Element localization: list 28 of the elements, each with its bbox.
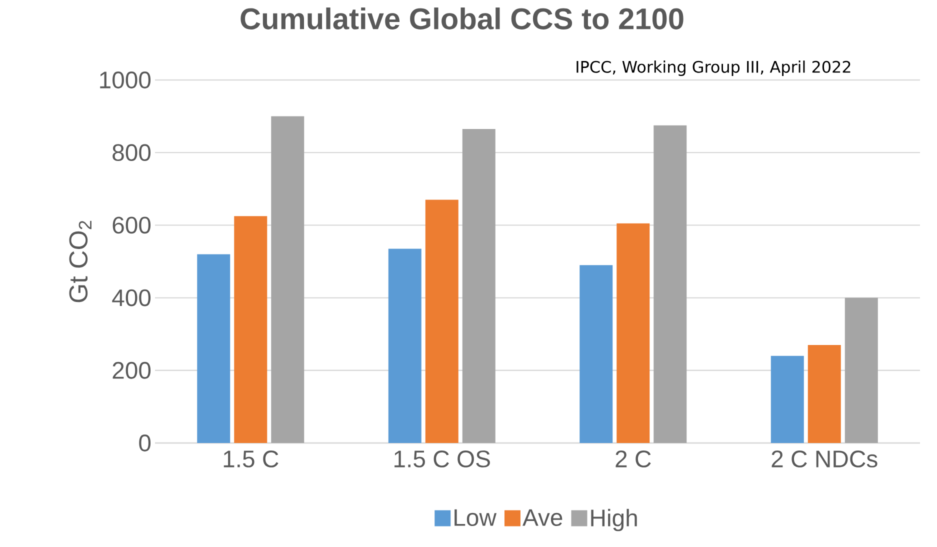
y-tick-label: 400 <box>112 289 151 306</box>
bar <box>580 265 613 443</box>
y-tick-label: 800 <box>112 144 151 162</box>
y-tick-label: 600 <box>112 216 151 234</box>
bar <box>616 223 650 443</box>
bar <box>425 200 458 443</box>
bar <box>462 128 496 443</box>
y-axis-title: Gt CO$_{2}$ <box>69 220 92 302</box>
x-tick-label: 1.5 C OS <box>394 450 490 468</box>
text: IPCC, Working Group III, April 2022 <box>576 60 850 76</box>
bar <box>808 344 841 443</box>
y-tick-label: 200 <box>112 362 151 379</box>
chart-title: Cumulative Global CCS to 2100 <box>240 8 684 30</box>
x-tick-label: 2 C NDCs <box>772 450 878 468</box>
legend-label: Low <box>454 509 497 526</box>
bar <box>197 254 230 443</box>
bar <box>654 125 687 443</box>
legend-label: High <box>591 508 637 532</box>
x-tick-label: 2 C <box>616 450 651 468</box>
y-tick-label: 1000 <box>100 72 151 88</box>
legend-label: Ave <box>522 509 562 526</box>
bar <box>388 248 422 443</box>
bar <box>844 298 878 443</box>
x-tick-label: 1.5 C <box>224 450 278 468</box>
bar <box>770 356 804 443</box>
bar <box>234 216 268 443</box>
y-tick-label: 0 <box>139 434 151 452</box>
bar <box>271 116 304 443</box>
